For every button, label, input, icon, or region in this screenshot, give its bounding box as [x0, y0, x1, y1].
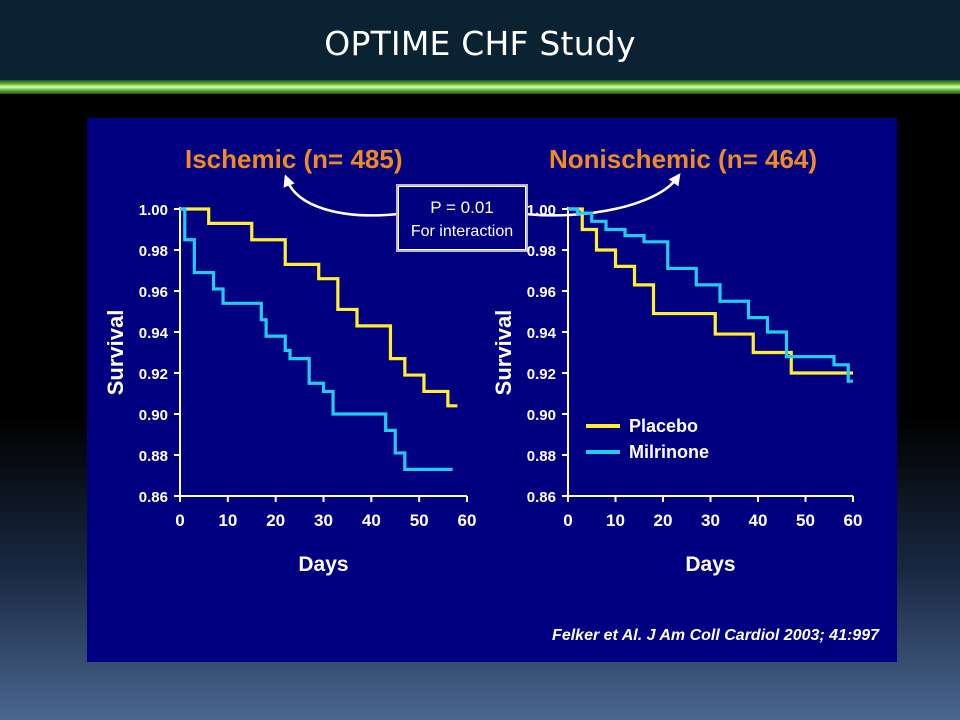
- y-tick-label: 0.92: [527, 366, 556, 383]
- x-tick-label: 50: [796, 511, 815, 530]
- series-placebo-line: [568, 207, 853, 375]
- legend-label-milrinone: Milrinone: [629, 442, 709, 462]
- interaction-arrow: [524, 173, 681, 217]
- x-axis-label: Days: [685, 553, 735, 576]
- y-tick-label: 0.96: [139, 284, 168, 301]
- y-tick-label: 0.88: [527, 448, 556, 465]
- citation: Felker et Al. J Am Coll Cardiol 2003; 41…: [552, 627, 880, 644]
- y-tick-label: 0.98: [139, 243, 168, 260]
- x-tick-label: 50: [410, 511, 429, 530]
- x-tick-label: 40: [749, 511, 768, 530]
- title-rule: [0, 80, 960, 94]
- y-tick-label: 0.86: [139, 489, 168, 506]
- legend-label-placebo: Placebo: [629, 416, 698, 436]
- series-milrinone-line: [180, 207, 453, 471]
- y-tick-label: 0.98: [527, 243, 556, 260]
- x-tick-label: 60: [458, 511, 477, 530]
- x-tick-label: 10: [218, 511, 237, 530]
- x-tick-label: 30: [701, 511, 720, 530]
- x-tick-label: 0: [563, 511, 572, 530]
- y-tick-label: 0.94: [139, 325, 169, 342]
- interaction-arrow: [283, 174, 400, 217]
- y-tick-label: 1.00: [139, 202, 168, 219]
- x-tick-label: 20: [654, 511, 673, 530]
- x-tick-label: 10: [606, 511, 625, 530]
- y-tick-label: 1.00: [527, 202, 556, 219]
- y-tick-label: 0.88: [139, 448, 168, 465]
- y-tick-label: 0.92: [139, 366, 168, 383]
- y-tick-label: 0.86: [527, 489, 556, 506]
- nonischemic-chart: 0.86 0.88 0.90 0.92 0.94 0.96 0.98 1.00 0 10 20 30 4…: [491, 202, 862, 576]
- left-chart-title: Ischemic (n= 485): [185, 144, 403, 174]
- slide-title: OPTIME CHF Study: [324, 24, 636, 63]
- interaction-text: For interaction: [411, 223, 513, 240]
- y-axis-label: Survival: [491, 310, 516, 396]
- ischemic-chart: 0.86 0.88 0.90 0.92 0.94 0.96 0.98 1.00 0 10 20 30 4…: [103, 202, 476, 576]
- y-tick-label: 0.94: [527, 325, 557, 342]
- x-tick-label: 20: [266, 511, 285, 530]
- y-tick-label: 0.90: [139, 407, 168, 424]
- x-tick-label: 60: [844, 511, 863, 530]
- x-tick-label: 0: [175, 511, 184, 530]
- y-axis-label: Survival: [103, 310, 128, 396]
- p-value-text: P = 0.01: [430, 198, 494, 217]
- series-milrinone-line: [568, 207, 853, 383]
- x-tick-label: 30: [314, 511, 333, 530]
- survival-figure: Ischemic (n= 485) Nonischemic (n= 464) P…: [103, 144, 880, 644]
- interaction-box: P = 0.01 For interaction: [396, 184, 528, 252]
- x-axis-label: Days: [298, 553, 348, 576]
- right-chart-title: Nonischemic (n= 464): [549, 144, 817, 174]
- chart-panel: Ischemic (n= 485) Nonischemic (n= 464) P…: [87, 118, 897, 662]
- title-bar: [0, 0, 960, 80]
- y-tick-label: 0.96: [527, 284, 556, 301]
- series-placebo-line: [180, 207, 458, 408]
- x-tick-label: 40: [362, 511, 381, 530]
- y-tick-label: 0.90: [527, 407, 556, 424]
